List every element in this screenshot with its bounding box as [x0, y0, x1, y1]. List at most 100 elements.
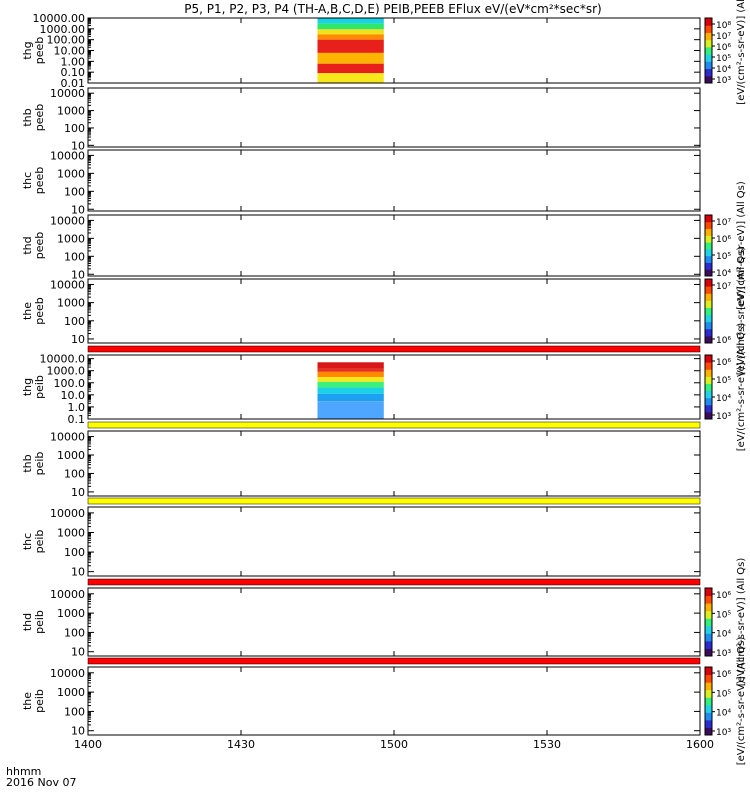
colorbar-segment: [705, 32, 712, 41]
y-tick-label: 100: [64, 705, 85, 718]
panel-species-label: peib: [33, 689, 46, 713]
panel-probe-label: thd: [21, 236, 34, 254]
panel-frame: [87, 149, 701, 212]
colorbar-tick-label: 10⁵: [716, 610, 731, 620]
x-tick-label: 1600: [686, 738, 714, 751]
spectrogram-band-6: [317, 63, 384, 74]
colorbar-segment: [705, 335, 712, 344]
spectrogram-band-5: [317, 52, 384, 64]
colorbar-segment: [705, 68, 712, 77]
spectrogram-band-0: [317, 355, 384, 363]
colorbar-segment: [705, 355, 712, 363]
chart-title: P5, P1, P2, P3, P4 (TH-A,B,C,D,E) PEIB,P…: [184, 2, 601, 16]
y-tick-label: 100: [64, 315, 85, 328]
colorbar-segment: [705, 215, 712, 223]
y-tick-label: 10000: [50, 507, 85, 520]
colorbar-segment: [705, 640, 712, 649]
panel-frame: [87, 666, 701, 736]
colorbar-tick-label: 10⁶: [716, 358, 731, 368]
panel-species-label: peeb: [33, 232, 46, 260]
panel-thb-peib: 10000 1000 100 10 thb peib: [21, 430, 701, 499]
panel-thd-peib: 10000 1000 100 10 thd peib 10⁶ 10⁵ 10⁴ 10³ [eV/(cm…: [21, 558, 747, 687]
panel-species-label: peeb: [33, 297, 46, 325]
spectrogram-band-3: [317, 371, 384, 378]
x-tick-label: 1430: [227, 738, 255, 751]
colorbar-segment: [705, 221, 712, 230]
colorbar-tick-label: 10⁷: [716, 282, 731, 292]
colorbar-tick-label: 10⁸: [716, 21, 731, 31]
panel-species-label: peib: [33, 530, 46, 554]
colorbar-segment: [705, 667, 712, 676]
colorbar-tick-label: 10⁶: [716, 591, 731, 601]
colorbar: 10⁶ 10⁵ 10⁴ 10³ [eV/(cm²-s-sr-eV)] (All Qs): [704, 558, 747, 686]
y-tick-label: 1.0: [68, 401, 86, 414]
colorbar-segment: [705, 46, 712, 55]
colorbar-segment: [705, 390, 712, 399]
panel-probe-label: thb: [21, 454, 34, 472]
y-tick-label: 100: [64, 467, 85, 480]
colorbar-segment: [705, 314, 712, 323]
y-tick-label: 100: [64, 626, 85, 639]
y-tick-label: 10: [71, 139, 85, 152]
colorbar-segment: [705, 712, 712, 721]
colorbar-segment: [705, 397, 712, 406]
y-tick-label: 1000: [57, 105, 85, 118]
spectrogram-band-1: [317, 23, 384, 30]
colorbar-segment: [705, 307, 712, 316]
colorbar-tick-label: 10⁵: [716, 252, 731, 262]
colorbar-segment: [705, 610, 712, 619]
colorbar-frame: [704, 214, 713, 277]
colorbar-tick-label: 10⁴: [716, 630, 731, 640]
y-tick-label: 10000: [50, 87, 85, 100]
y-tick-label: 10: [71, 725, 85, 738]
y-tick-label: 1000: [57, 607, 85, 620]
panel-species-label: peeb: [33, 37, 46, 65]
x-axis: 1400 1430 1500 1530 1600: [74, 738, 714, 751]
y-tick-label: 1.00: [61, 55, 86, 68]
colorbar-segment: [705, 25, 712, 33]
y-tick-label: 1000: [57, 526, 85, 539]
spectrogram-band-7: [317, 73, 384, 83]
colorbar-tick-label: 10⁵: [716, 376, 731, 386]
x-tick-label: 1530: [533, 738, 561, 751]
colorbar-segment: [705, 588, 712, 597]
y-tick-label: 10000: [50, 588, 85, 601]
y-tick-label: 10: [71, 486, 85, 499]
colorbar-segment: [705, 286, 712, 294]
separator-bar-3: [87, 578, 701, 586]
spectrogram-band-8: [317, 401, 384, 419]
spectrogram-band-4: [317, 377, 384, 382]
colorbar-tick-label: 10⁴: [716, 709, 731, 719]
panel-probe-label: the: [21, 692, 34, 710]
y-tick-label: 10: [71, 566, 85, 579]
colorbar-tick-label: 10⁶: [716, 336, 731, 346]
y-tick-label: 0.10: [61, 66, 86, 79]
colorbar-segment: [705, 682, 712, 691]
colorbar-segment: [705, 625, 712, 634]
y-tick-label: 100: [64, 546, 85, 559]
y-tick-label: 10000: [50, 214, 85, 227]
y-tick-label: 10000.0: [40, 353, 86, 366]
panel-frame: [87, 278, 701, 344]
y-tick-label: 10000: [50, 431, 85, 444]
colorbar-segment: [705, 719, 712, 728]
panel-thd-peeb: 10000 1000 100 10 thd peeb 10⁷ 10⁶ 10⁵ 10⁴ [eV/(cm…: [21, 181, 747, 310]
colorbar-segment: [705, 75, 712, 84]
separator-bar-1: [87, 421, 701, 429]
y-tick-label: 1000: [57, 167, 85, 180]
colorbar-frame: [704, 278, 713, 344]
y-tick-label: 100.0: [54, 377, 86, 390]
y-tick-label: 10000.00: [33, 12, 86, 25]
colorbar-segment: [705, 248, 712, 257]
colorbar-tick-label: 10³: [716, 412, 731, 422]
colorbar-tick-label: 10³: [716, 649, 731, 659]
colorbar-frame: [704, 17, 713, 84]
y-tick-label: 1000.00: [40, 23, 86, 36]
colorbar-segment: [705, 369, 712, 377]
panel-probe-label: the: [21, 302, 34, 320]
colorbar-segment: [705, 300, 712, 308]
colorbar: 10⁷ 10⁶ 10⁵ 10⁴ [eV/(cm²-s-sr-eV)] (All Qs): [704, 181, 747, 310]
spectrogram-band-3: [317, 34, 384, 40]
colorbar: 10⁶ 10⁵ 10⁴ 10³ [eV/(cm²-s-sr-eV)] (All Qs): [704, 637, 747, 765]
